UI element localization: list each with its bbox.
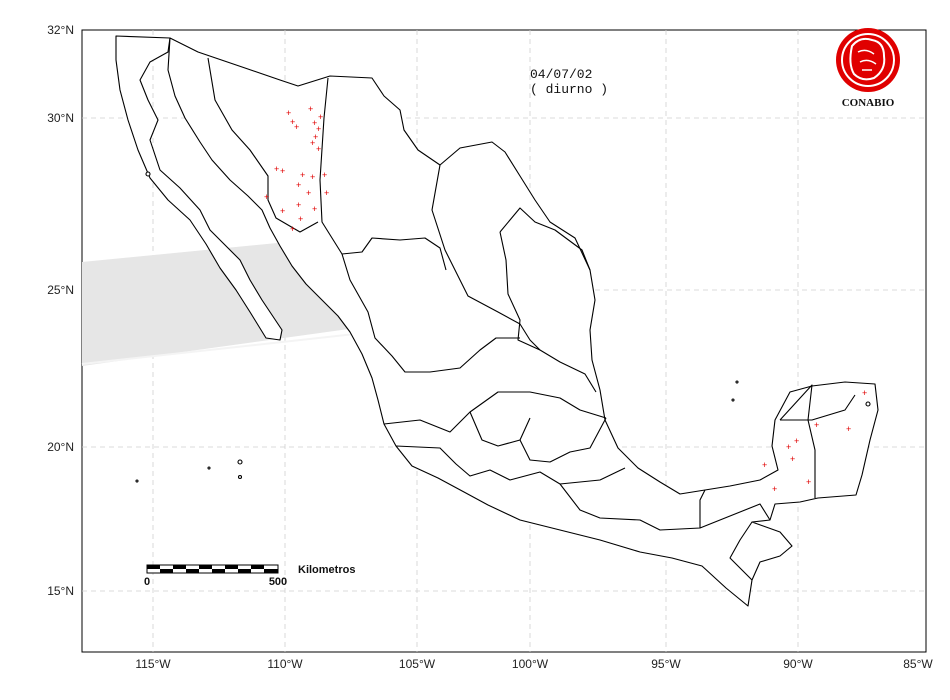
hotspot: + — [274, 164, 279, 174]
hotspot: + — [300, 170, 305, 180]
state-border — [699, 503, 771, 529]
hotspot: + — [322, 170, 327, 180]
lon-tick-label: 115°W — [135, 657, 171, 671]
scale-end-label: 500 — [269, 576, 287, 588]
hotspot: + — [846, 424, 851, 434]
hotspot: + — [762, 460, 767, 470]
hotspot: + — [296, 180, 301, 190]
lon-tick-label: 105°W — [399, 657, 436, 671]
scale-bar-segment — [264, 569, 278, 573]
state-border — [519, 417, 607, 463]
state-border — [559, 483, 706, 531]
scale-bar-segment — [147, 565, 160, 569]
latitude-labels: 32°N 30°N 25°N 20°N 15°N — [47, 23, 74, 598]
hotspot: + — [313, 132, 318, 142]
logo-inner-ring — [841, 33, 895, 87]
hotspot: + — [294, 122, 299, 132]
island — [237, 459, 243, 465]
lat-tick-label: 15°N — [47, 584, 74, 598]
lon-tick-label: 85°W — [903, 657, 933, 671]
island — [731, 398, 735, 402]
hotspot: + — [264, 192, 269, 202]
state-border — [729, 521, 753, 581]
scale-bar: 0 500 Kilometros — [144, 564, 356, 588]
hotspot: + — [814, 420, 819, 430]
scale-bar-segment — [238, 569, 251, 573]
state-border — [341, 253, 520, 373]
hotspot: + — [280, 166, 285, 176]
hotspot: + — [290, 117, 295, 127]
mainland-mexico — [167, 37, 879, 607]
longitude-labels: 115°W 110°W 105°W 100°W 95°W 90°W 85°W — [135, 657, 933, 671]
state-border — [780, 394, 856, 421]
hotspot: + — [316, 144, 321, 154]
state-border — [499, 207, 591, 271]
state-border — [319, 77, 447, 271]
hotspot: + — [308, 104, 313, 114]
state-border — [499, 231, 597, 393]
scale-bar-segment — [160, 569, 173, 573]
state-border — [383, 391, 607, 433]
island — [207, 466, 211, 470]
conabio-logo: CONABIO — [836, 28, 900, 109]
state-border — [395, 445, 626, 485]
hotspot: + — [324, 188, 329, 198]
baja-california-peninsula — [115, 35, 283, 341]
hotspot: + — [794, 436, 799, 446]
island — [865, 401, 871, 407]
scale-bar-segment — [225, 565, 238, 569]
hotspot: + — [310, 138, 315, 148]
logo-text: CONABIO — [842, 97, 895, 109]
hotspot: + — [806, 477, 811, 487]
hotspot: + — [296, 200, 301, 210]
lat-tick-label: 32°N — [47, 23, 74, 37]
hotspot: + — [312, 204, 317, 214]
hotspot: + — [312, 118, 317, 128]
lon-tick-label: 95°W — [651, 657, 681, 671]
hotspot: + — [790, 454, 795, 464]
hotspot: + — [280, 206, 285, 216]
scale-bar-segment — [199, 565, 212, 569]
hotspot: + — [298, 214, 303, 224]
lat-tick-label: 30°N — [47, 111, 74, 125]
lon-tick-label: 110°W — [267, 657, 303, 671]
logo-figure-detail — [857, 49, 877, 71]
date-label: 04/07/02 — [530, 67, 592, 82]
scale-bar-segment — [173, 565, 186, 569]
hotspot: + — [786, 442, 791, 452]
scale-bar-segment — [186, 569, 199, 573]
hotspot: + — [316, 124, 321, 134]
hotspot: + — [862, 388, 867, 398]
period-label: ( diurno ) — [530, 82, 608, 97]
state-border — [207, 57, 319, 233]
hotspot: + — [310, 172, 315, 182]
scale-unit-label: Kilometros — [298, 564, 355, 576]
scale-bar-segment — [212, 569, 225, 573]
lon-tick-label: 90°W — [783, 657, 813, 671]
hotspot-layer: + + + + + + + + + + + + + + + + + + + + … — [264, 104, 867, 494]
island — [135, 479, 139, 483]
lat-tick-label: 20°N — [47, 440, 74, 454]
logo-figure — [849, 37, 886, 81]
scale-bar-segment — [251, 565, 264, 569]
island — [735, 380, 739, 384]
hotspot: + — [318, 112, 323, 122]
hotspot: + — [306, 188, 311, 198]
island — [145, 171, 151, 177]
hotspot: + — [290, 224, 295, 234]
mexico-outline — [115, 35, 879, 607]
state-border — [431, 164, 541, 351]
lon-tick-label: 100°W — [512, 657, 549, 671]
state-border — [469, 411, 531, 447]
lat-tick-label: 25°N — [47, 283, 74, 297]
scale-start-label: 0 — [144, 576, 150, 588]
island — [237, 474, 243, 480]
hotspot: + — [772, 484, 777, 494]
hotspot: + — [286, 108, 291, 118]
